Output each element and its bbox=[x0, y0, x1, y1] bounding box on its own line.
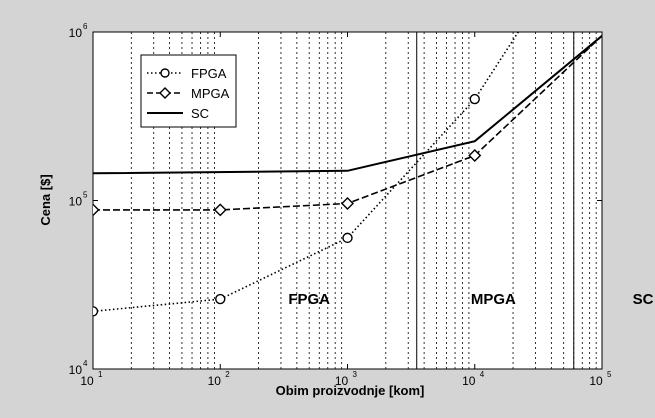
legend-item-sc: SC bbox=[147, 106, 209, 121]
x-tick-exponent: 5 bbox=[607, 370, 612, 379]
legend: FPGA MPGA SC bbox=[140, 54, 237, 128]
y-tick-exponent: 6 bbox=[83, 22, 88, 31]
x-tick-label: 10 bbox=[335, 374, 349, 388]
data-point-mpga bbox=[468, 148, 482, 162]
data-point-mpga bbox=[93, 203, 100, 217]
region-label: SC bbox=[633, 291, 654, 308]
y-axis-label: Cena [$] bbox=[38, 174, 53, 225]
legend-item-mpga: MPGA bbox=[147, 86, 230, 101]
data-point-fpga bbox=[93, 306, 99, 317]
x-tick-label: 10 bbox=[462, 374, 476, 388]
region-label: MPGA bbox=[471, 291, 516, 308]
legend-label-fpga: FPGA bbox=[191, 66, 227, 81]
data-point-fpga bbox=[342, 232, 353, 244]
y-tick-exponent: 5 bbox=[83, 191, 88, 200]
data-point-fpga bbox=[469, 93, 480, 105]
legend-label-mpga: MPGA bbox=[191, 86, 230, 101]
axis-layer: 10 1 10 2 10 3 10 4 10 510 410 510 6 bbox=[69, 22, 612, 388]
x-tick-exponent: 3 bbox=[353, 370, 358, 379]
x-tick-exponent: 1 bbox=[98, 370, 103, 379]
series-line-sc bbox=[93, 35, 602, 175]
region-layer: FPGA MPGA SC bbox=[288, 32, 654, 369]
circle-marker-icon bbox=[160, 68, 170, 78]
diamond-marker-icon bbox=[159, 87, 171, 99]
y-tick-label: 10 bbox=[69, 26, 83, 40]
x-axis-label: Obim proizvodnje [kom] bbox=[276, 383, 425, 398]
y-tick-label: 10 bbox=[69, 195, 83, 209]
legend-item-fpga: FPGA bbox=[147, 66, 227, 81]
x-tick-exponent: 2 bbox=[225, 370, 230, 379]
x-tick-label: 10 bbox=[208, 374, 222, 388]
data-point-fpga bbox=[215, 293, 226, 305]
legend-label-sc: SC bbox=[191, 106, 209, 121]
x-tick-label: 10 bbox=[80, 374, 94, 388]
data-point-mpga bbox=[213, 203, 227, 217]
x-tick-label: 10 bbox=[589, 374, 603, 388]
series-layer bbox=[93, 32, 602, 317]
y-tick-label: 10 bbox=[69, 363, 83, 377]
region-label: FPGA bbox=[288, 291, 330, 308]
legend-box bbox=[140, 54, 237, 128]
x-tick-exponent: 4 bbox=[480, 370, 485, 379]
data-point-mpga bbox=[341, 196, 354, 210]
y-tick-exponent: 4 bbox=[83, 359, 88, 368]
